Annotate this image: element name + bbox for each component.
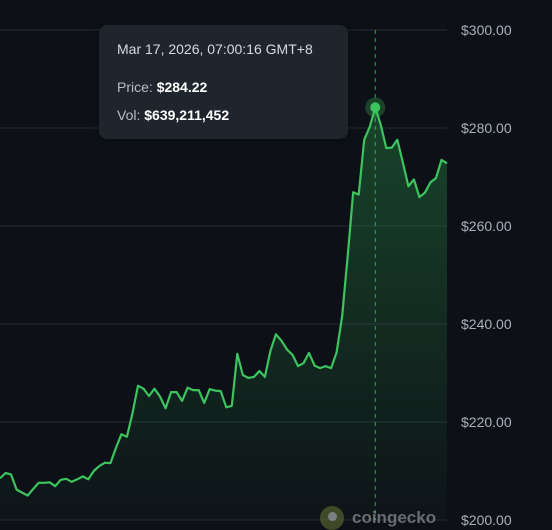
tooltip-vol-label: Vol: [117, 107, 141, 123]
y-tick-label: $240.00 [461, 316, 512, 332]
gecko-icon [320, 506, 344, 530]
price-line [0, 106, 448, 497]
tooltip-price-value: $284.22 [156, 79, 208, 95]
brand-name: coingecko [352, 508, 437, 527]
tooltip-vol-row: Vol: $639,211,452 [117, 107, 348, 123]
coingecko-watermark: coingecko [320, 506, 436, 530]
y-tick-label: $280.00 [461, 120, 512, 136]
hover-point[interactable] [370, 102, 381, 113]
y-tick-label: $260.00 [461, 218, 512, 234]
y-tick-label: $200.00 [461, 512, 512, 528]
price-area [0, 107, 447, 521]
tooltip-date: Mar 17, 2026, 07:00:16 GMT+8 [117, 41, 313, 57]
y-tick-label: $300.00 [461, 22, 512, 38]
tooltip-price-row: Price: $284.22 [117, 79, 348, 95]
price-tooltip: Mar 17, 2026, 07:00:16 GMT+8 Price: $284… [99, 25, 348, 139]
tooltip-price-label: Price: [117, 79, 153, 95]
y-axis: $200.00 $220.00 $240.00 $260.00 $280.00 $300.… [461, 22, 512, 528]
y-tick-label: $220.00 [461, 414, 512, 430]
tooltip-vol-value: $639,211,452 [144, 107, 230, 123]
